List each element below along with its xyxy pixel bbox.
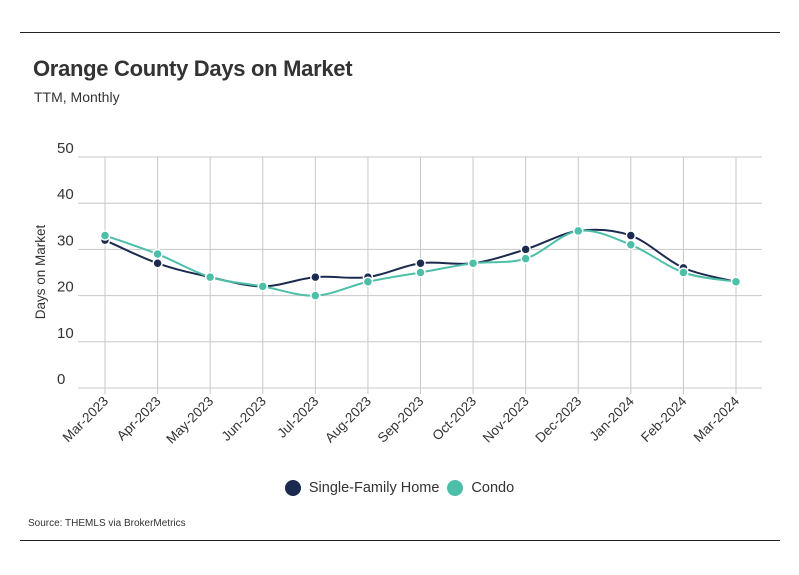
point-condo-Sep-2023 [415,267,426,278]
x-tick-label-Nov-2023: Nov-2023 [480,394,532,446]
x-tick-label-Mar-2023: Mar-2023 [60,394,111,445]
x-tick-label-Mar-2024: Mar-2024 [691,393,743,445]
x-tick-label-Jul-2023: Jul-2023 [274,394,321,441]
series-layer [99,225,742,301]
point-condo-Dec-2023 [573,225,584,237]
point-single-family-home-Jan-2024 [625,230,637,241]
x-tick-label-Feb-2024: Feb-2024 [638,393,690,445]
top-rule [20,32,780,33]
y-tick-label-30: 30 [57,232,74,249]
point-condo-Oct-2023 [467,258,479,269]
x-tick-label-Sep-2023: Sep-2023 [375,394,427,446]
legend-label-condo: Condo [471,480,515,496]
point-condo-Apr-2023 [152,248,163,260]
chart-subtitle: TTM, Monthly [34,89,120,105]
x-tick-label-Jan-2024: Jan-2024 [587,393,638,444]
y-tick-label-40: 40 [57,186,74,203]
point-single-family-home-Nov-2023 [520,244,531,255]
point-condo-Aug-2023 [362,276,374,287]
x-tick-labels: Mar-2023 Apr-2023 May-2023 Jun-2023 Jul-2023… [60,393,743,446]
point-single-family-home-Sep-2023 [415,258,426,269]
point-condo-Jan-2024 [625,239,637,251]
x-tick-label-Dec-2023: Dec-2023 [532,394,584,446]
y-tick-labels: 0 10 20 30 40 50 [57,140,74,388]
y-tick-label-0: 0 [57,371,65,388]
point-condo-Feb-2024 [678,267,689,278]
x-tick-label-Oct-2023: Oct-2023 [429,394,479,444]
legend-label-single-family: Single-Family Home [308,480,440,496]
y-tick-label-50: 50 [57,140,74,157]
point-condo-Jul-2023 [310,290,321,301]
legend-marker-single-family [284,480,301,496]
point-condo-May-2023 [204,271,216,283]
point-condo-Jun-2023 [257,281,268,292]
point-condo-Mar-2024 [730,276,742,287]
legend-item-single-family: Single-Family Home [284,480,440,496]
y-axis-title: Days on Market [33,224,48,319]
point-single-family-home-Jul-2023 [310,271,321,283]
point-single-family-home-Apr-2023 [152,258,163,269]
chart-title: Orange County Days on Market [33,56,353,81]
bottom-rule [20,540,780,541]
point-condo-Nov-2023 [520,253,531,264]
legend-item-condo: Condo [447,480,514,496]
legend-marker-condo [447,480,464,496]
x-tick-label-May-2023: May-2023 [163,394,216,447]
point-condo-Mar-2023 [99,230,111,241]
y-tick-label-20: 20 [57,279,74,296]
x-tick-label-Apr-2023: Apr-2023 [114,394,164,444]
x-tick-label-Aug-2023: Aug-2023 [322,394,374,446]
source-note: Source: THEMLS via BrokerMetrics [28,518,186,529]
y-tick-label-10: 10 [57,325,74,342]
legend: Single-Family Home Condo [0,480,799,496]
x-tick-label-Jun-2023: Jun-2023 [218,394,268,444]
